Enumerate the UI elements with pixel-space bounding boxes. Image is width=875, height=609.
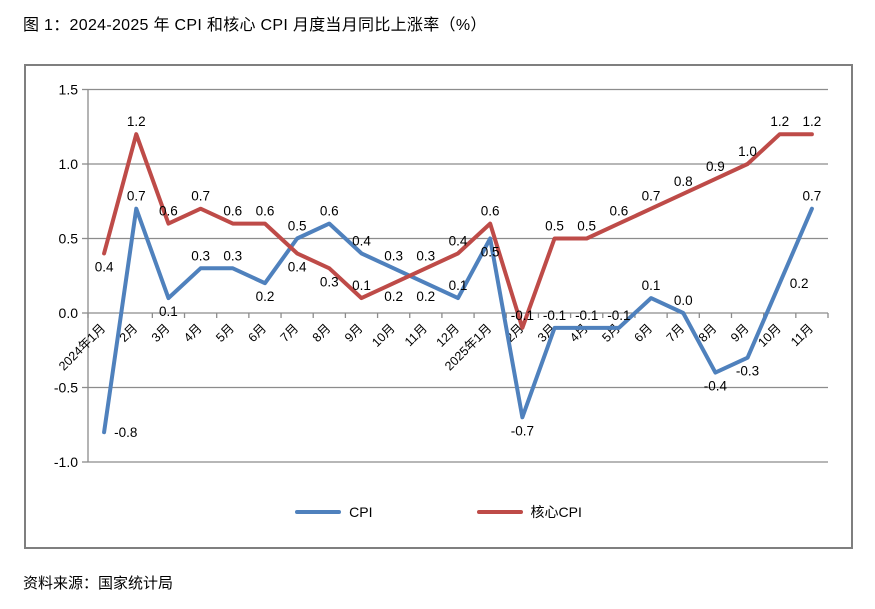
x-tick-label: 2024年1月 xyxy=(56,321,108,373)
x-tick-label: 11月 xyxy=(402,321,430,349)
data-label-cpi: 0.2 xyxy=(416,289,435,304)
series-line-core-cpi xyxy=(102,132,814,330)
data-label-core-cpi: 0.8 xyxy=(674,174,693,189)
data-label-core-cpi: 0.6 xyxy=(223,204,242,219)
data-label-cpi: 0.2 xyxy=(256,289,275,304)
data-label-core-cpi: 1.0 xyxy=(738,144,757,159)
y-tick-label: 0.5 xyxy=(59,231,79,247)
data-label-cpi: 0.0 xyxy=(674,293,693,308)
data-label-core-cpi: 0.4 xyxy=(95,259,114,274)
data-label-cpi: 0.3 xyxy=(384,248,403,263)
cpi-line-swatch-icon xyxy=(295,510,342,514)
x-tick-label: 4月 xyxy=(567,321,591,345)
data-label-cpi: 0.3 xyxy=(223,248,242,263)
data-label-core-cpi: 0.1 xyxy=(352,278,371,293)
data-label-core-cpi: 0.9 xyxy=(706,159,725,174)
chart-container: 1.5 1.0 0.5 0.0 -0.5 -1.0 2024年1月 2月 3月 4月 5月 6月 7月 8… xyxy=(24,64,853,549)
source-note: 资料来源：国家统计局 xyxy=(23,575,174,592)
data-label-cpi: -0.4 xyxy=(704,379,728,394)
chart-title: 图 1：2024-2025 年 CPI 和核心 CPI 月度当月同比上涨率（%） xyxy=(23,17,487,34)
x-tick-label: 6月 xyxy=(632,321,656,345)
data-label-cpi: 0.6 xyxy=(320,204,339,219)
data-label-cpi: 0.3 xyxy=(191,248,210,263)
data-label-core-cpi: -0.1 xyxy=(511,308,534,323)
data-label-cpi: 0.7 xyxy=(803,189,822,204)
legend-item-core-cpi: 核心CPI xyxy=(476,502,582,522)
cpi-legend-label: CPI xyxy=(349,504,373,520)
series-line-cpi xyxy=(102,206,814,435)
data-label-cpi: -0.1 xyxy=(575,308,598,323)
x-tick-label: 10月 xyxy=(369,321,398,350)
legend: CPI 核心CPI xyxy=(26,502,851,522)
data-label-core-cpi: 0.6 xyxy=(609,204,628,219)
data-label-core-cpi: 0.6 xyxy=(159,204,178,219)
data-label-core-cpi: 0.6 xyxy=(256,204,275,219)
x-tick-label: 7月 xyxy=(664,321,688,345)
data-label-core-cpi: 0.6 xyxy=(481,204,500,219)
data-label-core-cpi: 0.2 xyxy=(384,289,403,304)
x-tick-label: 11月 xyxy=(788,321,816,349)
core-cpi-line-swatch-icon xyxy=(476,510,523,514)
data-label-core-cpi: 0.4 xyxy=(288,259,307,274)
data-label-core-cpi: 0.5 xyxy=(577,219,596,234)
data-label-cpi: 0.1 xyxy=(159,304,178,319)
x-tick-label: 3月 xyxy=(149,321,173,345)
x-tick-label: 3月 xyxy=(535,321,559,345)
data-label-cpi: 0.7 xyxy=(127,189,146,204)
data-label-cpi: -0.7 xyxy=(511,423,534,438)
data-label-cpi: -0.3 xyxy=(736,364,759,379)
data-label-core-cpi: 1.2 xyxy=(803,114,822,129)
x-tick-label: 9月 xyxy=(728,321,752,345)
x-tick-label: 8月 xyxy=(310,321,334,345)
data-label-core-cpi: 0.3 xyxy=(320,274,339,289)
data-label-cpi: -0.1 xyxy=(607,308,630,323)
data-label-core-cpi: 0.7 xyxy=(191,189,210,204)
legend-item-cpi: CPI xyxy=(295,504,373,520)
data-label-core-cpi: 0.4 xyxy=(449,233,468,248)
data-label-core-cpi: 1.2 xyxy=(770,114,789,129)
y-tick-label: -1.0 xyxy=(54,454,78,470)
data-label-cpi: 0.5 xyxy=(288,219,307,234)
data-label-cpi: 0.5 xyxy=(481,245,500,260)
y-tick-label: 0.0 xyxy=(59,305,79,321)
data-label-core-cpi: 0.3 xyxy=(416,248,435,263)
x-tick-label: 6月 xyxy=(245,321,269,345)
y-tick-label: -0.5 xyxy=(54,380,78,396)
data-label-cpi: 0.2 xyxy=(790,276,809,291)
x-tick-label: 9月 xyxy=(342,321,366,345)
data-label-cpi: 0.4 xyxy=(352,233,371,248)
data-label-core-cpi: 1.2 xyxy=(127,114,146,129)
y-tick-label: 1.0 xyxy=(59,156,79,172)
data-label-core-cpi: 0.7 xyxy=(642,189,661,204)
data-label-core-cpi: 0.5 xyxy=(545,219,564,234)
data-label-cpi: 0.1 xyxy=(642,278,661,293)
x-tick-label: 7月 xyxy=(278,321,302,345)
x-tick-label: 5月 xyxy=(213,321,237,345)
y-tick-label: 1.5 xyxy=(59,82,79,98)
x-tick-label: 4月 xyxy=(181,321,205,345)
x-tick-label: 12月 xyxy=(434,321,463,350)
data-label-cpi: 0.1 xyxy=(449,278,468,293)
core-cpi-legend-label: 核心CPI xyxy=(530,504,582,520)
data-label-cpi: -0.1 xyxy=(543,308,566,323)
data-label-cpi: -0.8 xyxy=(114,425,137,440)
